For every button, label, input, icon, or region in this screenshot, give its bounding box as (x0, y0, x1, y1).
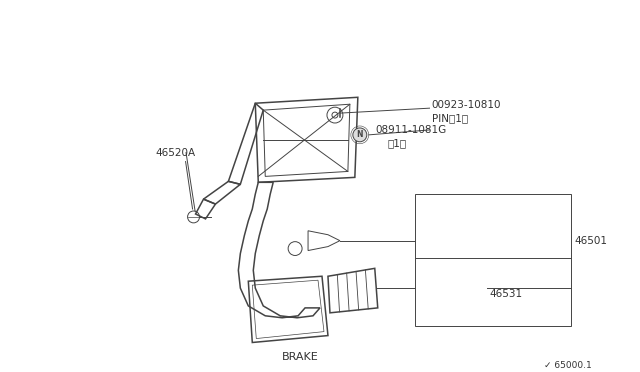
Bar (415, 194, 571, 326)
Text: 08911-1081G: 08911-1081G (376, 125, 447, 135)
Text: 46520A: 46520A (156, 148, 196, 158)
Text: ✓ 65000.1: ✓ 65000.1 (544, 361, 592, 370)
Text: 46501: 46501 (575, 235, 608, 246)
Text: N: N (356, 130, 363, 140)
Text: BRAKE: BRAKE (282, 352, 319, 362)
Circle shape (353, 128, 367, 142)
Text: PIN（1）: PIN（1） (431, 113, 468, 123)
Text: 46531: 46531 (489, 289, 522, 299)
Text: 00923-10810: 00923-10810 (431, 100, 501, 110)
Text: （1）: （1） (388, 138, 407, 148)
